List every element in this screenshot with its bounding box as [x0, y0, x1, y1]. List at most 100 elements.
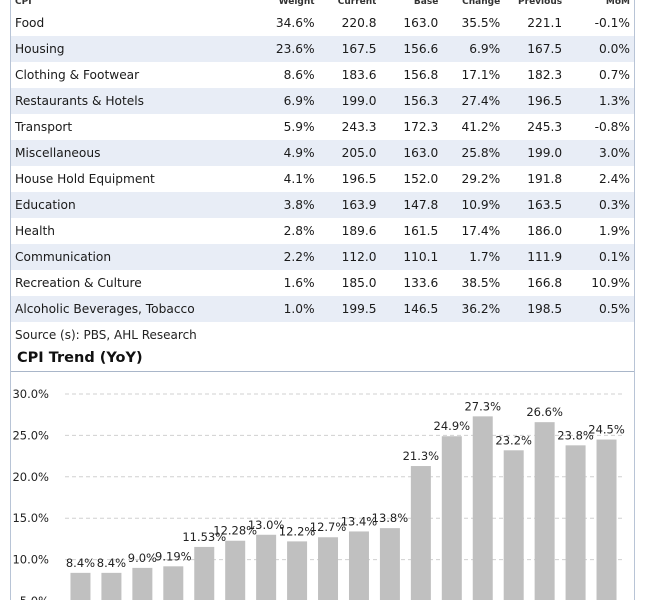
bar — [287, 541, 308, 600]
bar-data-label: 24.9% — [434, 419, 471, 433]
cell-mom: 2.4% — [599, 172, 630, 186]
cell-change: 27.4% — [461, 94, 501, 108]
title-divider — [11, 371, 634, 372]
cell-weight: 4.1% — [283, 172, 315, 186]
bar-data-label: 12.2% — [279, 524, 316, 538]
cell-current: 243.3 — [341, 120, 377, 134]
cpi-weights-table: CPI Weight Current Base Change Previous … — [11, 0, 634, 322]
cell-previous: 186.0 — [527, 224, 563, 238]
cell-category: Housing — [15, 42, 65, 56]
y-tick-label: 25.0% — [12, 428, 49, 442]
bar — [410, 466, 431, 600]
bar — [225, 540, 246, 600]
cell-change: 10.9% — [461, 198, 501, 212]
header-mom: MoM — [605, 0, 630, 7]
chart-title: CPI Trend (YoY) — [17, 350, 143, 366]
table-row: Clothing & Footwear 8.6% 183.6 156.8 17.1% 18… — [11, 62, 634, 88]
y-tick-label: 10.0% — [12, 553, 49, 567]
cell-current: 185.0 — [341, 276, 377, 290]
bar — [596, 439, 617, 600]
cell-change: 29.2% — [461, 172, 501, 186]
bar — [534, 422, 555, 600]
cell-current: 199.0 — [341, 94, 377, 108]
table-header-row: CPI Weight Current Base Change Previous … — [11, 0, 634, 10]
y-tick-label: 20.0% — [12, 470, 49, 484]
bar-data-label: 21.3% — [403, 449, 440, 463]
cell-weight: 6.9% — [283, 94, 315, 108]
cell-change: 17.4% — [461, 224, 501, 238]
bar-data-label: 12.28% — [213, 524, 257, 538]
bar — [101, 572, 122, 600]
cell-current: 220.8 — [341, 16, 377, 30]
table-row: Housing 23.6% 167.5 156.6 6.9% 167.5 0.0% — [11, 36, 634, 62]
header-previous: Previous — [518, 0, 563, 7]
cell-base: 156.3 — [403, 94, 439, 108]
header-category: CPI — [15, 0, 32, 7]
cell-category: Transport — [15, 120, 73, 134]
bar-data-label: 26.6% — [526, 405, 563, 419]
cell-base: 110.1 — [403, 250, 439, 264]
cell-previous: 221.1 — [527, 16, 563, 30]
cell-current: 163.9 — [341, 198, 377, 212]
bar — [472, 416, 493, 600]
cell-base: 172.3 — [403, 120, 439, 134]
bar-data-label: 9.19% — [155, 549, 192, 563]
bar-data-label: 13.0% — [248, 518, 285, 532]
cell-category: Restaurants & Hotels — [15, 94, 144, 108]
header-change: Change — [462, 0, 501, 7]
cell-base: 161.5 — [403, 224, 439, 238]
cell-category: Education — [15, 198, 76, 212]
cell-mom: 0.5% — [599, 302, 630, 316]
table-row: Miscellaneous 4.9% 205.0 163.0 25.8% 199.0 3.0… — [11, 140, 634, 166]
cell-mom: 0.0% — [599, 42, 630, 56]
bar-data-label: 8.4% — [66, 556, 95, 570]
y-tick-label: 15.0% — [12, 511, 49, 525]
cell-previous: 182.3 — [527, 68, 563, 82]
cell-previous: 198.5 — [527, 302, 563, 316]
bar-data-label: 13.4% — [341, 514, 378, 528]
cell-current: 183.6 — [341, 68, 377, 82]
table-row: Alcoholic Beverages, Tobacco 1.0% 199.5 146… — [11, 296, 634, 322]
cell-category: Miscellaneous — [15, 146, 101, 160]
cell-change: 6.9% — [469, 42, 501, 56]
cell-category: Recreation & Culture — [15, 276, 142, 290]
bar — [503, 450, 524, 600]
cell-current: 205.0 — [341, 146, 377, 160]
cell-mom: 0.7% — [599, 68, 630, 82]
table-body: Food 34.6% 220.8 163.0 35.5% 221.1 -0.1% Housin… — [11, 10, 634, 322]
cell-change: 38.5% — [461, 276, 501, 290]
cell-weight: 4.9% — [283, 146, 315, 160]
cell-weight: 2.8% — [283, 224, 315, 238]
cell-previous: 111.9 — [527, 250, 563, 264]
cell-mom: 0.3% — [599, 198, 630, 212]
cell-mom: 10.9% — [591, 276, 630, 290]
bar-data-label: 13.8% — [372, 511, 409, 525]
cell-mom: 0.1% — [599, 250, 630, 264]
cell-base: 133.6 — [403, 276, 439, 290]
cell-change: 25.8% — [461, 146, 501, 160]
cell-category: Food — [15, 16, 45, 30]
cell-change: 41.2% — [461, 120, 501, 134]
cell-weight: 8.6% — [283, 68, 315, 82]
cell-base: 163.0 — [403, 146, 439, 160]
cell-mom: -0.8% — [594, 120, 630, 134]
bar-data-label: 8.4% — [97, 556, 126, 570]
bar-data-label: 27.3% — [464, 399, 501, 413]
cell-previous: 166.8 — [527, 276, 563, 290]
cell-category: House Hold Equipment — [15, 172, 155, 186]
cell-mom: 3.0% — [599, 146, 630, 160]
cell-current: 199.5 — [341, 302, 377, 316]
header-current: Current — [337, 0, 377, 7]
cell-current: 112.0 — [341, 250, 377, 264]
bar — [379, 528, 400, 600]
table-row: Communication 2.2% 112.0 110.1 1.7% 111.9 0.1% — [11, 244, 634, 270]
bar — [348, 531, 369, 600]
cell-previous: 196.5 — [527, 94, 563, 108]
y-tick-label: 5.0% — [20, 594, 49, 600]
source-note: Source (s): PBS, AHL Research — [15, 328, 197, 342]
cell-previous: 199.0 — [527, 146, 563, 160]
cell-previous: 191.8 — [527, 172, 563, 186]
table-row: House Hold Equipment 4.1% 196.5 152.0 29.2% 1… — [11, 166, 634, 192]
cpi-trend-chart: 5.0%10.0%15.0%20.0%25.0%30.0%8.4%8.4%9.0… — [12, 387, 625, 600]
header-weight: Weight — [278, 0, 315, 7]
